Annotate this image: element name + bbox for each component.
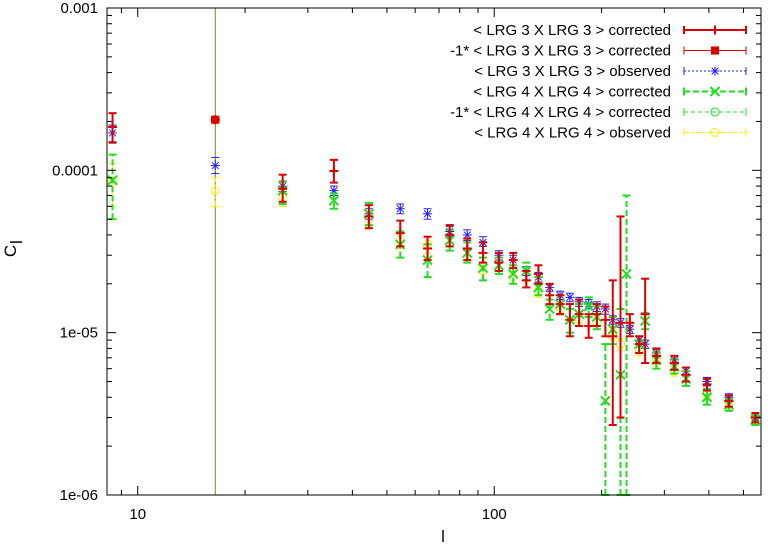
y-axis-label-subscript: l bbox=[7, 240, 26, 244]
data-point bbox=[651, 347, 661, 365]
data-point bbox=[600, 343, 611, 496]
y-tick-label: 1e-06 bbox=[60, 487, 98, 504]
data-point bbox=[555, 294, 565, 316]
data-point bbox=[445, 224, 455, 248]
marker-star-d2 bbox=[463, 231, 471, 239]
data-point bbox=[565, 292, 575, 303]
x-tick-label: 10 bbox=[129, 506, 146, 523]
marker-cross-b bbox=[621, 268, 632, 280]
data-point bbox=[108, 112, 118, 144]
data-point bbox=[634, 335, 644, 354]
data-point bbox=[521, 269, 531, 289]
data-point bbox=[608, 279, 618, 426]
data-point bbox=[724, 394, 734, 408]
marker-cross-b bbox=[328, 195, 340, 206]
legend-entry: < LRG 4 X LRG 4 > corrected bbox=[473, 84, 747, 101]
data-point bbox=[640, 277, 650, 365]
marker-star-d2 bbox=[423, 210, 432, 218]
data-point bbox=[625, 313, 635, 338]
marker-cross-b bbox=[107, 174, 118, 186]
data-point bbox=[278, 173, 288, 203]
data-point bbox=[533, 264, 543, 285]
marker-cross-b bbox=[507, 268, 519, 280]
data-point bbox=[584, 313, 594, 339]
y-tick-label: 0.0001 bbox=[52, 162, 98, 179]
marker-star-d2 bbox=[566, 293, 574, 302]
marker-star-d2 bbox=[211, 161, 219, 170]
marker-cross-b bbox=[600, 395, 611, 407]
data-point bbox=[210, 177, 220, 207]
legend-label: < LRG 3 X LRG 3 > observed bbox=[474, 63, 671, 80]
series-3 bbox=[107, 153, 761, 496]
marker-star-d2 bbox=[396, 205, 404, 213]
data-point bbox=[592, 303, 602, 327]
data-point bbox=[545, 282, 555, 306]
data-point bbox=[565, 303, 575, 338]
data-point bbox=[478, 241, 488, 264]
marker-star-d2 bbox=[711, 67, 719, 75]
y-axis-label-main: C bbox=[1, 245, 20, 257]
legend-entry: -1* < LRG 4 X LRG 4 > corrected bbox=[450, 104, 747, 121]
plot-frame bbox=[106, 7, 762, 496]
legend-label: -1* < LRG 3 X LRG 3 > corrected bbox=[450, 43, 671, 60]
plot-area bbox=[107, 8, 761, 496]
data-point bbox=[364, 204, 374, 230]
data-point bbox=[329, 158, 339, 184]
y-tick-label: 1e-05 bbox=[60, 325, 98, 342]
x-axis-label: l bbox=[441, 527, 445, 546]
data-point bbox=[211, 115, 220, 124]
data-point bbox=[494, 251, 504, 272]
legend-entry: -1* < LRG 3 X LRG 3 > corrected bbox=[450, 43, 747, 60]
marker-circle bbox=[210, 186, 220, 196]
legend: < LRG 3 X LRG 3 > corrected -1* < LRG 3 X… bbox=[450, 22, 747, 142]
data-point bbox=[702, 377, 712, 392]
data-point bbox=[600, 305, 610, 338]
data-point bbox=[423, 235, 433, 262]
marker-circle bbox=[710, 127, 720, 138]
legend-entry: < LRG 3 X LRG 3 > corrected bbox=[473, 22, 747, 39]
marker-cross-b bbox=[544, 303, 555, 315]
legend-entry: < LRG 4 X LRG 4 > observed bbox=[474, 125, 747, 142]
legend-label: < LRG 3 X LRG 3 > corrected bbox=[473, 22, 671, 39]
legend-label: -1* < LRG 4 X LRG 4 > corrected bbox=[450, 104, 671, 121]
marker-cross-b bbox=[477, 262, 489, 274]
marker-cross-b bbox=[701, 392, 713, 403]
data-point bbox=[210, 156, 220, 175]
data-point bbox=[574, 298, 584, 327]
marker-circle bbox=[710, 107, 720, 117]
marker-square bbox=[211, 115, 220, 124]
x-tick-label: 100 bbox=[482, 506, 507, 523]
data-point bbox=[669, 354, 679, 371]
legend-entry: < LRG 3 X LRG 3 > observed bbox=[474, 63, 747, 80]
marker-cross-b bbox=[583, 301, 594, 312]
series-0 bbox=[108, 112, 760, 426]
data-point bbox=[508, 251, 518, 270]
legend-label: < LRG 4 X LRG 4 > corrected bbox=[473, 84, 671, 101]
series-1 bbox=[211, 115, 220, 124]
data-point bbox=[328, 192, 340, 210]
series-2 bbox=[108, 124, 760, 423]
data-point bbox=[395, 219, 405, 248]
data-point bbox=[462, 237, 472, 262]
data-point bbox=[621, 194, 632, 496]
marker-cross-b bbox=[709, 86, 721, 97]
data-point bbox=[616, 215, 626, 419]
series-5 bbox=[108, 163, 760, 425]
marker-square bbox=[710, 46, 720, 55]
data-point bbox=[107, 153, 118, 221]
axes-ticks: 10 100 0.001 0.0001 1e-05 1e-06 bbox=[52, 0, 761, 523]
data-point bbox=[423, 208, 433, 220]
y-tick-label: 0.001 bbox=[60, 0, 98, 17]
y-axis-label: C l bbox=[1, 240, 26, 257]
data-point bbox=[395, 203, 405, 215]
data-point bbox=[681, 366, 691, 383]
legend-label: < LRG 4 X LRG 4 > observed bbox=[474, 125, 671, 142]
